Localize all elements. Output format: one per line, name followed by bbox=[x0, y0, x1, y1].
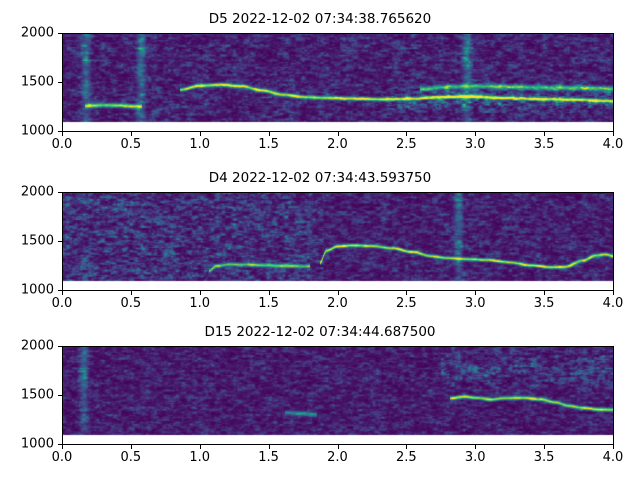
x-tick bbox=[613, 445, 614, 449]
axis-spine-left bbox=[62, 192, 63, 290]
x-tick-label: 3.0 bbox=[464, 296, 486, 311]
plot-area bbox=[62, 346, 613, 444]
axis-spine-bottom bbox=[62, 290, 614, 291]
x-tick bbox=[199, 132, 201, 136]
plot-area bbox=[62, 192, 613, 290]
x-tick-label: 1.0 bbox=[189, 137, 211, 152]
x-tick-label: 1.5 bbox=[258, 450, 279, 465]
x-tick bbox=[62, 132, 63, 136]
x-tick bbox=[130, 132, 132, 136]
y-tick bbox=[58, 241, 62, 242]
x-tick-label: 2.5 bbox=[396, 450, 417, 465]
axis-spine-top bbox=[62, 346, 614, 347]
y-tick bbox=[58, 82, 62, 83]
y-tick bbox=[58, 290, 62, 291]
y-tick-label: 1000 bbox=[20, 436, 54, 452]
axis-spine-top bbox=[62, 33, 614, 34]
x-tick bbox=[406, 132, 408, 136]
x-tick-label: 3.0 bbox=[464, 450, 486, 465]
spectrogram-image bbox=[62, 346, 613, 444]
x-tick bbox=[337, 445, 339, 449]
x-tick-label: 3.0 bbox=[464, 137, 486, 152]
x-tick-label: 0.0 bbox=[51, 450, 73, 465]
x-tick bbox=[199, 445, 201, 449]
x-tick bbox=[268, 445, 270, 449]
y-tick-label: 2000 bbox=[20, 25, 54, 41]
x-tick bbox=[475, 132, 477, 136]
axis-spine-bottom bbox=[62, 444, 614, 445]
x-tick-label: 0.5 bbox=[120, 296, 142, 311]
x-tick bbox=[62, 291, 63, 295]
panel-title: D4 2022-12-02 07:34:43.593750 bbox=[208, 170, 432, 186]
x-tick bbox=[475, 445, 477, 449]
y-tick bbox=[58, 346, 62, 347]
y-tick-label: 1500 bbox=[20, 387, 54, 403]
x-tick-label: 1.5 bbox=[258, 137, 279, 152]
x-tick-label: 2.0 bbox=[327, 450, 348, 465]
y-tick-label: 2000 bbox=[20, 184, 54, 200]
x-tick-label: 1.5 bbox=[258, 296, 279, 311]
axis-spine-left bbox=[62, 33, 63, 131]
y-tick-label: 1000 bbox=[20, 123, 54, 139]
x-tick-label: 4.0 bbox=[602, 137, 624, 152]
x-tick-label: 4.0 bbox=[602, 296, 624, 311]
axis-spine-right bbox=[613, 346, 614, 444]
x-tick-label: 3.5 bbox=[533, 450, 555, 465]
x-tick bbox=[337, 132, 339, 136]
y-tick bbox=[58, 444, 62, 445]
x-tick bbox=[199, 291, 201, 295]
y-tick bbox=[58, 33, 62, 34]
x-tick-label: 1.0 bbox=[189, 450, 211, 465]
y-tick-label: 2000 bbox=[20, 338, 54, 354]
x-tick bbox=[337, 291, 339, 295]
y-tick-label: 1000 bbox=[20, 282, 54, 298]
y-tick bbox=[58, 395, 62, 396]
y-tick bbox=[58, 131, 62, 132]
y-tick-label: 1500 bbox=[20, 74, 54, 90]
spectrogram-image bbox=[62, 33, 613, 131]
y-tick bbox=[58, 192, 62, 193]
panel-title: D5 2022-12-02 07:34:38.765620 bbox=[208, 11, 432, 27]
x-tick-label: 3.5 bbox=[533, 296, 555, 311]
axis-spine-right bbox=[613, 192, 614, 290]
plot-area bbox=[62, 33, 613, 131]
x-tick bbox=[268, 132, 270, 136]
x-tick bbox=[268, 291, 270, 295]
x-tick-label: 0.5 bbox=[120, 450, 142, 465]
x-tick-label: 0.5 bbox=[120, 137, 142, 152]
x-tick bbox=[544, 445, 546, 449]
x-tick-label: 1.0 bbox=[189, 296, 211, 311]
x-tick bbox=[130, 445, 132, 449]
x-tick bbox=[406, 445, 408, 449]
x-tick-label: 3.5 bbox=[533, 137, 555, 152]
x-tick-label: 2.5 bbox=[396, 296, 417, 311]
axis-spine-top bbox=[62, 192, 614, 193]
axis-spine-left bbox=[62, 346, 63, 444]
panel-title: D15 2022-12-02 07:34:44.687500 bbox=[204, 324, 436, 340]
x-tick bbox=[613, 291, 614, 295]
x-tick bbox=[544, 291, 546, 295]
x-tick bbox=[62, 445, 63, 449]
spectrogram-image bbox=[62, 192, 613, 290]
x-tick bbox=[130, 291, 132, 295]
x-tick-label: 2.0 bbox=[327, 296, 348, 311]
x-tick-label: 2.5 bbox=[396, 137, 417, 152]
x-tick-label: 2.0 bbox=[327, 137, 348, 152]
axis-spine-bottom bbox=[62, 131, 614, 132]
x-tick bbox=[613, 132, 614, 136]
axis-spine-right bbox=[613, 33, 614, 131]
x-tick-label: 0.0 bbox=[51, 137, 73, 152]
y-tick-label: 1500 bbox=[20, 233, 54, 249]
x-tick-label: 0.0 bbox=[51, 296, 73, 311]
x-tick bbox=[544, 132, 546, 136]
x-tick bbox=[475, 291, 477, 295]
x-tick bbox=[406, 291, 408, 295]
x-tick-label: 4.0 bbox=[602, 450, 624, 465]
